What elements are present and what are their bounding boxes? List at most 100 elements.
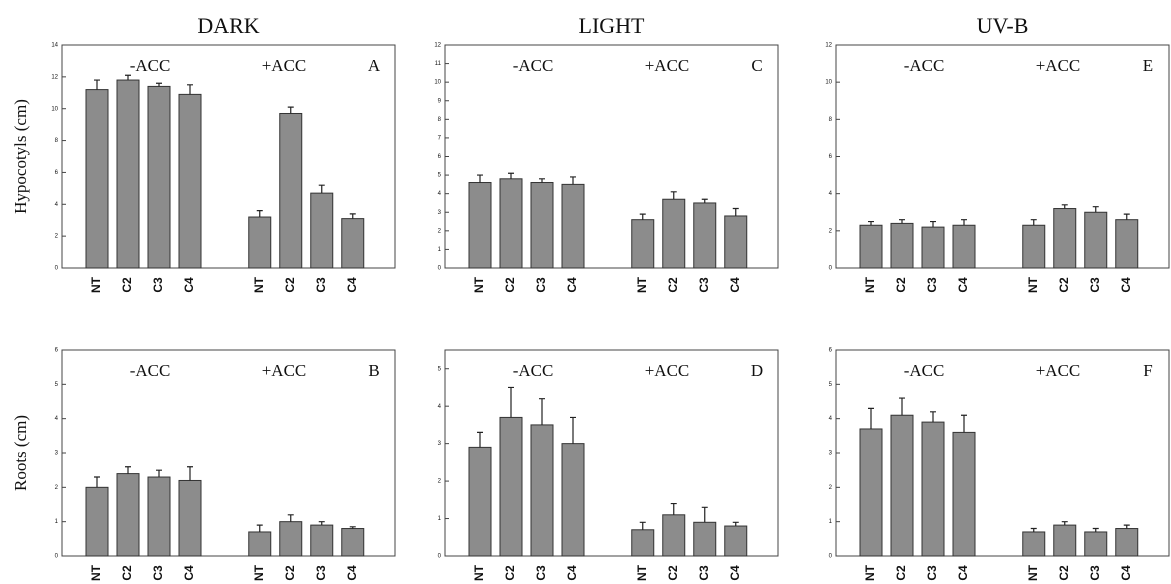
bar [248, 216, 272, 269]
error-bar [930, 411, 936, 423]
x-tick-label: C4 [728, 277, 742, 293]
y-tick-label: 2 [829, 485, 833, 491]
bar [499, 416, 523, 557]
error-bar [961, 219, 967, 226]
error-bar [670, 191, 677, 200]
bar [85, 89, 109, 269]
error-bar [732, 521, 739, 527]
x-tick-label: NT [1026, 276, 1040, 293]
error-bar [701, 506, 708, 523]
bar [921, 226, 945, 269]
error-bar [287, 514, 294, 522]
y-tick-label: 0 [829, 266, 833, 272]
annotation: E [1143, 56, 1153, 75]
x-tick-label: C4 [345, 565, 359, 581]
x-tick-label: C2 [1057, 565, 1071, 581]
bar [178, 479, 202, 557]
x-tick-label: C3 [925, 277, 939, 293]
error-bar [477, 174, 483, 183]
annotation: -ACC [130, 361, 171, 380]
bar [662, 198, 686, 269]
error-bar [539, 178, 545, 183]
x-tick-label: C2 [666, 277, 680, 293]
error-bar [1123, 524, 1130, 529]
annotation: -ACC [513, 56, 554, 75]
y-tick-label: 6 [829, 348, 833, 354]
bar [1115, 528, 1139, 557]
y-tick-label: 6 [55, 170, 59, 176]
x-tick-label: C4 [182, 565, 196, 581]
error-bar [899, 397, 905, 416]
bar [1022, 224, 1046, 269]
error-bar [156, 469, 162, 478]
x-tick-label: C4 [565, 277, 579, 293]
x-tick-label: C3 [534, 565, 548, 581]
annotation: +ACC [1036, 361, 1081, 380]
y-tick-label: 3 [438, 441, 442, 447]
error-bar [187, 84, 193, 95]
x-tick-label: C2 [503, 277, 517, 293]
error-bar [570, 416, 576, 444]
bar [952, 431, 976, 557]
error-bar [508, 386, 514, 418]
x-tick-label: NT [1026, 564, 1040, 581]
error-bar [318, 184, 325, 194]
bar [952, 224, 976, 269]
annotation: B [368, 361, 379, 380]
y-tick-label: 10 [825, 80, 832, 86]
error-bar [899, 219, 905, 224]
bar [85, 486, 109, 557]
plot-frame [61, 349, 396, 557]
error-bar [670, 502, 677, 515]
bar [1115, 219, 1139, 269]
bar [178, 93, 202, 269]
annotation: +ACC [645, 56, 690, 75]
x-tick-label: NT [635, 276, 649, 293]
y-tick-label: 2 [829, 228, 833, 234]
x-tick-label: NT [863, 276, 877, 293]
y-tick-label: 5 [438, 173, 442, 179]
y-tick-label: 7 [438, 135, 442, 141]
annotation: C [751, 56, 762, 75]
annotation: +ACC [1036, 56, 1081, 75]
y-tick-label: 3 [55, 451, 59, 457]
annotation: -ACC [904, 56, 945, 75]
bar [468, 182, 492, 269]
bar [724, 525, 748, 557]
x-tick-label: C4 [728, 565, 742, 581]
plot-frame [444, 349, 779, 557]
y-tick-label: 2 [438, 228, 442, 234]
x-tick-label: C3 [151, 277, 165, 293]
bar [693, 202, 717, 269]
y-tick-label: 1 [55, 519, 59, 525]
plot-frame [61, 44, 396, 269]
bar [631, 219, 655, 269]
bar [310, 192, 334, 269]
annotation: +ACC [645, 361, 690, 380]
bar [890, 222, 914, 269]
annotation: D [751, 361, 763, 380]
y-tick-label: 6 [438, 154, 442, 160]
annotation: A [368, 56, 381, 75]
bar [859, 224, 883, 269]
bar [921, 421, 945, 557]
x-tick-label: NT [252, 276, 266, 293]
bar [859, 428, 883, 557]
x-tick-label: NT [89, 276, 103, 293]
bar [468, 446, 492, 557]
x-tick-label: C2 [666, 565, 680, 581]
annotation: +ACC [262, 56, 307, 75]
x-tick-label: C3 [314, 277, 328, 293]
error-bar [349, 213, 356, 219]
bar [1053, 524, 1077, 557]
y-tick-label: 2 [55, 234, 59, 240]
error-bar [125, 466, 131, 474]
y-tick-label: 0 [438, 266, 442, 272]
error-bar [318, 521, 325, 526]
x-tick-label: C2 [1057, 277, 1071, 293]
x-tick-label: C4 [345, 277, 359, 293]
y-tick-label: 10 [434, 80, 441, 86]
error-bar [287, 106, 294, 114]
bar [248, 531, 272, 557]
error-bar [156, 82, 162, 87]
